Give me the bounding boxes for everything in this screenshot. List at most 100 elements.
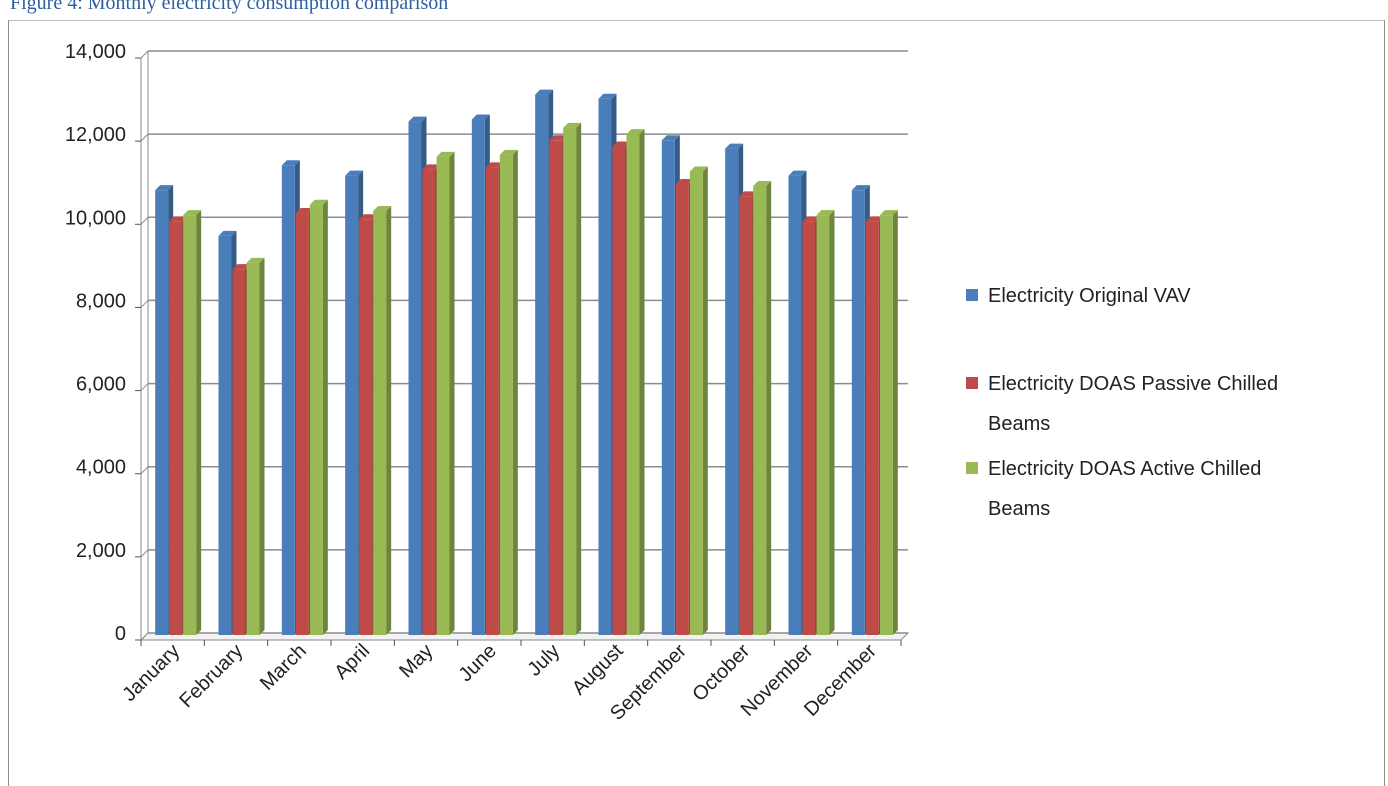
bar-doas-active: [753, 181, 772, 635]
y-tick-label: 6,000: [76, 374, 126, 396]
bar-top: [295, 208, 314, 214]
y-tick-label: 10,000: [65, 207, 126, 229]
legend-item: Electricity DOAS Active Chilled Beams: [966, 458, 1261, 520]
x-tick-label: March: [256, 640, 311, 695]
bar-doas-active: [563, 122, 582, 636]
bar-front: [155, 190, 169, 635]
bar-front: [169, 221, 183, 635]
bar-front: [612, 146, 626, 636]
bar-side: [386, 205, 392, 635]
bar-front: [816, 215, 830, 635]
x-tick-label: May: [395, 640, 437, 682]
bar-top: [183, 210, 202, 216]
bar-top: [281, 160, 300, 166]
bar-front: [345, 175, 359, 635]
bar-top: [169, 216, 188, 222]
bar-side: [892, 210, 898, 635]
bar-top: [549, 135, 568, 141]
gridline-bevel: [140, 549, 149, 558]
bar-top: [408, 116, 427, 122]
bar-front: [753, 186, 767, 635]
bar-front: [295, 213, 309, 636]
bar-top: [309, 199, 328, 205]
bar-front: [436, 156, 450, 635]
bar-doas-active: [499, 149, 518, 635]
x-tick-label: February: [175, 640, 247, 712]
bar-top: [675, 178, 694, 184]
gridlines: [140, 50, 908, 641]
y-tick-label: 2,000: [76, 540, 126, 562]
bar-front: [408, 121, 422, 636]
bar-top: [626, 129, 645, 135]
bar-front: [535, 94, 549, 636]
gridline-bevel: [140, 466, 149, 475]
bar-front: [549, 140, 563, 636]
legend-label: Electricity DOAS Active Chilled: [988, 458, 1261, 480]
bar-top: [563, 122, 582, 128]
bar-top: [471, 114, 490, 120]
bar-side: [449, 151, 455, 635]
bars: [155, 89, 898, 636]
bar-top: [246, 257, 265, 263]
bar-front: [183, 215, 197, 635]
bar-front: [281, 165, 295, 635]
bar-front: [675, 183, 689, 635]
bar-top: [345, 170, 364, 176]
x-tick-label: August: [568, 640, 628, 700]
bar-top: [485, 162, 504, 168]
figure-caption: Figure 4: Monthly electricity consumptio…: [10, 0, 449, 14]
bar-front: [689, 171, 703, 635]
bar-front: [485, 167, 499, 636]
y-tick-label: 4,000: [76, 457, 126, 479]
bar-front: [598, 98, 612, 635]
bar-front: [802, 221, 816, 635]
legend-label-continued: Beams: [988, 498, 1050, 520]
x-tick-label: October: [688, 640, 754, 706]
legend-swatch: [966, 289, 978, 301]
y-tick-label: 14,000: [65, 41, 126, 63]
bar-front: [309, 204, 323, 635]
bar-front: [232, 269, 246, 635]
bar-front: [865, 221, 879, 635]
bar-top: [661, 135, 680, 141]
bar-doas-active: [689, 166, 708, 635]
bar-doas-active: [879, 210, 898, 635]
legend-label: Electricity DOAS Passive Chilled: [988, 373, 1278, 395]
x-tick-label: April: [330, 640, 374, 684]
y-tick-label: 8,000: [76, 290, 126, 312]
bar-side: [766, 181, 772, 635]
bar-top: [788, 170, 807, 176]
bar-top: [359, 214, 378, 220]
gridline-bevel: [140, 383, 149, 391]
y-tick-label: 0: [115, 623, 126, 645]
bar-top: [802, 216, 821, 222]
bar-front: [246, 262, 260, 635]
y-axis-ticks: 0 2,000 4,000 6,000 8,000 10,000 12,000 14,000: [65, 41, 141, 645]
legend-label: Electricity Original VAV: [988, 285, 1191, 307]
bar-doas-active: [373, 205, 392, 635]
bar-front: [471, 119, 485, 635]
chart-walls: [140, 51, 149, 640]
bar-side: [702, 166, 708, 635]
bar-top: [753, 181, 772, 187]
bar-top: [499, 149, 518, 155]
bar-top: [879, 210, 898, 216]
bar-top: [535, 89, 554, 95]
bar-top: [851, 185, 870, 191]
bar-side: [576, 122, 582, 636]
bar-front: [626, 134, 640, 636]
gridline-bevel: [140, 632, 149, 641]
bar-top: [155, 185, 174, 191]
bar-doas-active: [246, 257, 265, 635]
gridline-bevel: [140, 300, 149, 308]
legend: Electricity Original VAV Electricity DOAS…: [966, 285, 1278, 520]
gridline-bevel: [140, 133, 149, 142]
x-tick-label: January: [118, 640, 184, 706]
bar-front: [218, 235, 232, 635]
bar-front: [879, 215, 893, 635]
bar-top: [218, 230, 237, 236]
bar-doas-active: [436, 151, 455, 635]
bar-side: [512, 149, 518, 635]
bar-side: [829, 210, 835, 635]
